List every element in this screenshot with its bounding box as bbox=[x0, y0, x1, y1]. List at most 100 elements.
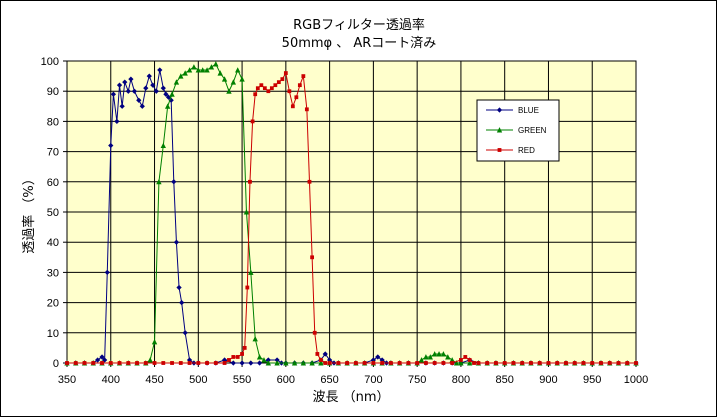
data-point-red bbox=[262, 86, 267, 91]
data-point-red bbox=[250, 119, 255, 124]
data-point-green bbox=[173, 79, 180, 85]
data-point-red bbox=[294, 95, 299, 100]
x-tick-label: 550 bbox=[233, 374, 251, 386]
grid-lines bbox=[63, 60, 637, 367]
data-point-green bbox=[230, 79, 237, 85]
y-tick-labels: 0 10 20 30 40 50 60 70 80 90 100 bbox=[41, 56, 59, 370]
data-point-red bbox=[287, 89, 292, 94]
data-point-red bbox=[485, 361, 490, 365]
data-point-blue bbox=[171, 179, 177, 185]
data-point-red bbox=[537, 361, 542, 365]
y-tick-label: 10 bbox=[47, 328, 59, 340]
data-point-green bbox=[151, 338, 158, 345]
data-point-red bbox=[152, 361, 157, 365]
data-point-blue bbox=[248, 360, 254, 366]
data-point-red bbox=[283, 71, 288, 75]
x-tick-label: 1000 bbox=[624, 374, 648, 386]
data-point-red bbox=[616, 361, 621, 365]
data-point-blue bbox=[110, 91, 117, 97]
x-tick-label: 350 bbox=[58, 374, 76, 386]
data-point-blue bbox=[136, 97, 142, 103]
data-point-red bbox=[245, 285, 250, 290]
x-tick-label: 450 bbox=[145, 374, 163, 386]
data-point-red bbox=[304, 107, 309, 112]
data-point-green bbox=[427, 354, 433, 360]
data-point-green bbox=[423, 354, 429, 360]
data-point-red bbox=[213, 361, 218, 365]
data-point-blue bbox=[157, 67, 163, 73]
data-point-red bbox=[266, 89, 271, 94]
x-tick-label: 900 bbox=[539, 374, 557, 386]
data-point-red bbox=[315, 352, 320, 356]
data-point-blue bbox=[116, 82, 123, 88]
data-point-red bbox=[441, 361, 446, 365]
data-point-red bbox=[178, 361, 183, 365]
y-tick-label: 50 bbox=[47, 207, 59, 219]
data-point-green bbox=[252, 335, 258, 342]
data-point-green bbox=[436, 351, 442, 357]
data-point-red bbox=[599, 361, 603, 365]
data-point-red bbox=[607, 361, 612, 365]
data-point-green bbox=[261, 357, 267, 363]
data-point-green bbox=[445, 354, 451, 360]
data-point-red bbox=[371, 361, 376, 365]
data-point-green bbox=[248, 269, 254, 275]
data-point-red bbox=[301, 74, 306, 79]
data-point-red bbox=[161, 361, 166, 365]
data-point-green bbox=[160, 142, 166, 149]
data-point-red bbox=[280, 77, 285, 82]
data-point-red bbox=[529, 361, 533, 365]
data-point-red bbox=[307, 179, 312, 184]
data-point-blue bbox=[114, 118, 120, 125]
y-tick-label: 90 bbox=[47, 86, 59, 98]
data-point-green bbox=[466, 360, 473, 366]
data-point-blue bbox=[139, 103, 145, 109]
data-point-red bbox=[511, 361, 516, 365]
series-layer bbox=[64, 61, 639, 366]
data-point-green bbox=[235, 67, 241, 73]
data-point-red bbox=[276, 80, 281, 85]
data-point-red bbox=[240, 352, 244, 356]
data-point-blue bbox=[119, 103, 125, 109]
data-point-red bbox=[415, 361, 420, 365]
data-point-blue bbox=[176, 284, 182, 291]
data-point-red bbox=[327, 361, 332, 365]
data-point-green bbox=[265, 360, 272, 366]
data-point-red bbox=[170, 361, 174, 365]
data-point-blue bbox=[122, 79, 128, 85]
data-point-red bbox=[520, 361, 525, 365]
data-point-green bbox=[156, 178, 162, 185]
data-point-red bbox=[476, 361, 481, 365]
data-point-red bbox=[388, 361, 393, 365]
series-red bbox=[65, 71, 638, 365]
data-point-green bbox=[169, 91, 175, 97]
data-point-red bbox=[450, 361, 455, 365]
y-tick-label: 70 bbox=[47, 147, 59, 159]
data-point-red bbox=[625, 361, 630, 365]
data-point-blue bbox=[239, 360, 245, 366]
data-point-green bbox=[164, 103, 171, 109]
chart-title: RGBフィルター透過率 bbox=[293, 17, 425, 33]
data-point-red bbox=[205, 361, 209, 365]
data-point-red bbox=[555, 361, 560, 365]
data-point-green bbox=[309, 360, 315, 366]
data-point-red bbox=[472, 361, 476, 365]
data-point-red bbox=[546, 361, 551, 365]
data-point-red bbox=[290, 104, 295, 109]
data-point-red bbox=[248, 179, 252, 184]
y-tick-label: 100 bbox=[41, 56, 59, 68]
data-point-red bbox=[100, 361, 104, 365]
data-point-green bbox=[431, 351, 438, 357]
data-point-blue bbox=[102, 357, 108, 363]
y-tick-label: 30 bbox=[47, 267, 59, 279]
data-point-red bbox=[564, 361, 568, 365]
legend-label-red: RED bbox=[518, 146, 535, 155]
data-point-red bbox=[231, 355, 236, 359]
data-point-green bbox=[208, 64, 215, 70]
data-point-red bbox=[318, 358, 323, 362]
legend-marker-blue bbox=[496, 107, 503, 113]
y-axis-title: 透過率 （%） bbox=[21, 172, 37, 254]
data-point-blue bbox=[150, 82, 156, 88]
